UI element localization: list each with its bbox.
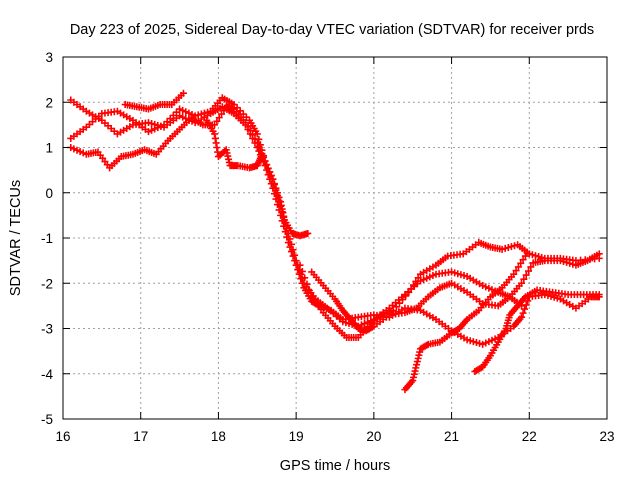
data-point [213,117,221,125]
data-point [518,313,526,321]
data-point [249,131,257,139]
data-point [179,89,187,97]
data-point [264,164,272,172]
y-tick-label: -4 [41,367,53,382]
data-point [303,280,311,288]
data-point [595,254,603,262]
y-tick-label: -5 [41,412,53,427]
data-point [270,180,278,188]
data-point [286,235,294,243]
data-point [267,172,275,180]
data-point [220,106,228,114]
data-point [298,267,306,275]
y-tick-label: 1 [45,141,53,156]
data-point [272,184,280,192]
data-point [244,123,252,131]
data-point [407,285,415,293]
data-point [521,252,529,260]
series-track-8 [401,252,529,394]
y-tick-label: 3 [45,50,53,65]
data-point [412,277,420,285]
data-point [519,309,527,317]
data-point [389,306,397,314]
data-point [518,279,526,287]
data-layer [67,89,603,394]
x-tick-label: 17 [133,429,148,444]
y-tick-label: -2 [41,276,53,291]
x-tick-label: 23 [599,429,614,444]
x-axis-label: GPS time / hours [280,458,390,474]
y-tick-label: 0 [45,186,53,201]
data-point [512,267,520,275]
x-tick-label: 18 [211,429,226,444]
data-point [402,292,410,300]
data-point [595,291,603,299]
series-track-9 [471,286,603,375]
chart-title: Day 223 of 2025, Sidereal Day-to-day VTE… [70,22,594,38]
data-point [409,281,417,289]
data-point [305,286,313,294]
grid-lines [63,57,607,419]
x-tick-label: 19 [289,429,304,444]
data-point [215,114,223,122]
data-point [257,153,265,161]
data-point [218,110,226,118]
data-point [289,246,297,254]
data-point [256,146,264,154]
x-tick-label: 21 [444,429,459,444]
x-tick-label: 22 [522,429,537,444]
data-point [211,121,219,129]
data-point [301,274,309,282]
data-point [253,139,261,147]
y-tick-label: -1 [41,231,53,246]
x-tick-label: 20 [366,429,381,444]
data-point [253,130,261,138]
series-track-4 [121,89,187,113]
data-point [287,240,295,248]
data-point [519,256,527,264]
data-point [527,263,535,271]
data-point [525,267,533,275]
x-tick-label: 16 [55,429,70,444]
data-point [275,193,283,201]
data-point [273,189,281,197]
data-point [266,168,274,176]
data-point [246,127,254,135]
data-point [510,270,518,278]
data-point [514,263,522,271]
y-tick-label: -3 [41,322,53,337]
data-point [414,274,422,282]
y-axis-label: SDTVAR / TECUs [8,180,24,296]
data-point [291,251,299,259]
data-point [263,161,271,169]
data-point [296,261,304,269]
data-point [405,288,413,296]
data-point [520,275,528,283]
data-point [392,303,400,311]
data-point [255,143,263,151]
data-point [261,157,269,165]
data-point [399,296,407,304]
data-point [522,301,530,309]
data-point [292,257,300,265]
y-tick-label: 2 [45,95,53,110]
data-point [269,175,277,183]
series-track-3 [67,103,312,240]
data-point [251,135,259,143]
series-track-7 [296,239,603,342]
data-point [242,119,250,127]
data-point [517,259,525,267]
data-point [522,271,530,279]
series-track-5 [203,116,265,172]
data-point [396,299,404,307]
data-point [304,229,312,237]
